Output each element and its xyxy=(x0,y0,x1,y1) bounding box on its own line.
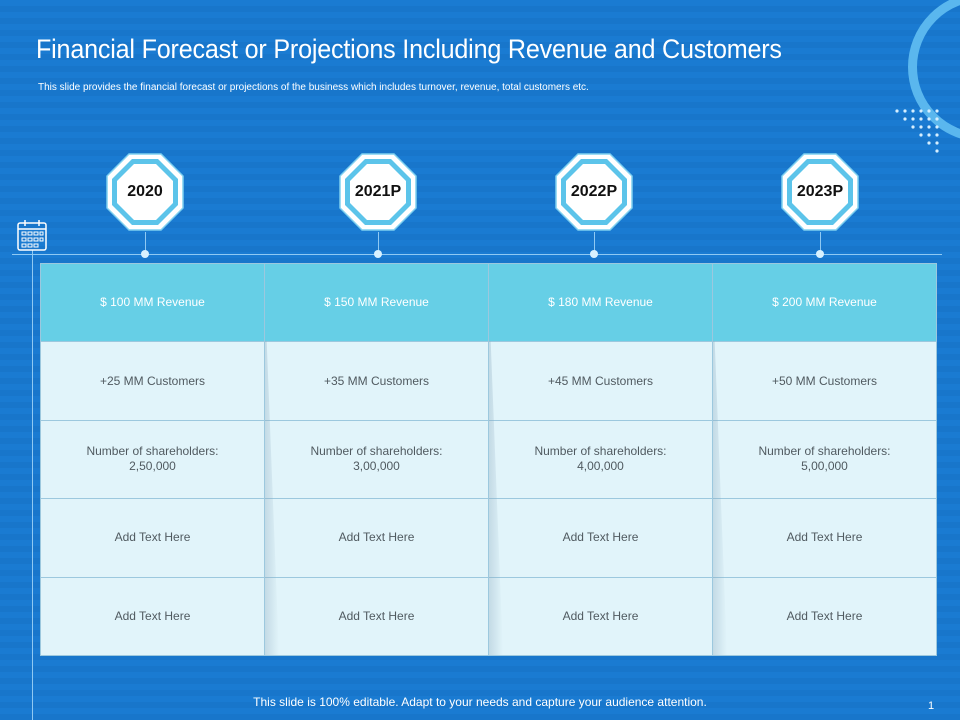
shareholders-label: Number of shareholders: xyxy=(310,444,443,459)
shareholders-value: 4,00,000 xyxy=(577,459,624,474)
timeline-connector xyxy=(378,232,379,252)
year-badge-2020: 2020 xyxy=(105,152,185,232)
page-title: Financial Forecast or Projections Includ… xyxy=(36,34,782,64)
year-badge-2021p: 2021P xyxy=(338,152,418,232)
shareholders-value: 3,00,000 xyxy=(353,459,400,474)
shareholders-label: Number of shareholders: xyxy=(534,444,667,459)
timeline-dot xyxy=(590,250,598,258)
shareholders-value: 2,50,000 xyxy=(129,459,176,474)
placeholder-cell[interactable]: Add Text Here xyxy=(489,499,712,577)
page-subtitle: This slide provides the financial foreca… xyxy=(38,82,589,93)
octagon-icon xyxy=(339,153,417,231)
customers-cell: +45 MM Customers xyxy=(489,342,712,420)
placeholder-cell[interactable]: Add Text Here xyxy=(41,499,264,577)
placeholder-cell[interactable]: Add Text Here xyxy=(713,577,936,655)
year-badge-2022p: 2022P xyxy=(554,152,634,232)
year-badge-2023p: 2023P xyxy=(780,152,860,232)
revenue-cell: $ 150 MM Revenue xyxy=(265,264,488,342)
timeline-vertical-line xyxy=(32,250,33,720)
year-label: 2022P xyxy=(570,183,618,200)
shareholders-cell: Number of shareholders: 4,00,000 xyxy=(489,420,712,499)
octagon-icon xyxy=(555,153,633,231)
timeline-connector xyxy=(594,232,595,252)
timeline-dot xyxy=(141,250,149,258)
forecast-table: $ 100 MM Revenue $ 150 MM Revenue $ 180 … xyxy=(40,263,937,656)
placeholder-cell[interactable]: Add Text Here xyxy=(41,577,264,655)
timeline-connector xyxy=(820,232,821,252)
calendar-icon xyxy=(17,220,47,251)
revenue-cell: $ 200 MM Revenue xyxy=(713,264,936,342)
shareholders-label: Number of shareholders: xyxy=(86,444,219,459)
dot-grid-decoration xyxy=(895,109,939,153)
placeholder-cell[interactable]: Add Text Here xyxy=(713,499,936,577)
page-number: 1 xyxy=(928,700,935,712)
footer-note: This slide is 100% editable. Adapt to yo… xyxy=(253,695,707,709)
octagon-icon xyxy=(106,153,184,231)
shareholders-label: Number of shareholders: xyxy=(758,444,891,459)
timeline-dot xyxy=(816,250,824,258)
customers-cell: +50 MM Customers xyxy=(713,342,936,420)
timeline-horizontal-line xyxy=(12,254,942,255)
revenue-cell: $ 100 MM Revenue xyxy=(41,264,264,342)
timeline-connector xyxy=(145,232,146,252)
shareholders-value: 5,00,000 xyxy=(801,459,848,474)
shareholders-cell: Number of shareholders: 5,00,000 xyxy=(713,420,936,499)
year-label: 2021P xyxy=(354,183,402,200)
shareholders-cell: Number of shareholders: 2,50,000 xyxy=(41,420,264,499)
placeholder-cell[interactable]: Add Text Here xyxy=(489,577,712,655)
timeline-dot xyxy=(374,250,382,258)
customers-cell: +25 MM Customers xyxy=(41,342,264,420)
shareholders-cell: Number of shareholders: 3,00,000 xyxy=(265,420,488,499)
year-label: 2020 xyxy=(127,183,163,200)
revenue-cell: $ 180 MM Revenue xyxy=(489,264,712,342)
year-label: 2023P xyxy=(796,183,844,200)
placeholder-cell[interactable]: Add Text Here xyxy=(265,577,488,655)
placeholder-cell[interactable]: Add Text Here xyxy=(265,499,488,577)
octagon-icon xyxy=(781,153,859,231)
customers-cell: +35 MM Customers xyxy=(265,342,488,420)
